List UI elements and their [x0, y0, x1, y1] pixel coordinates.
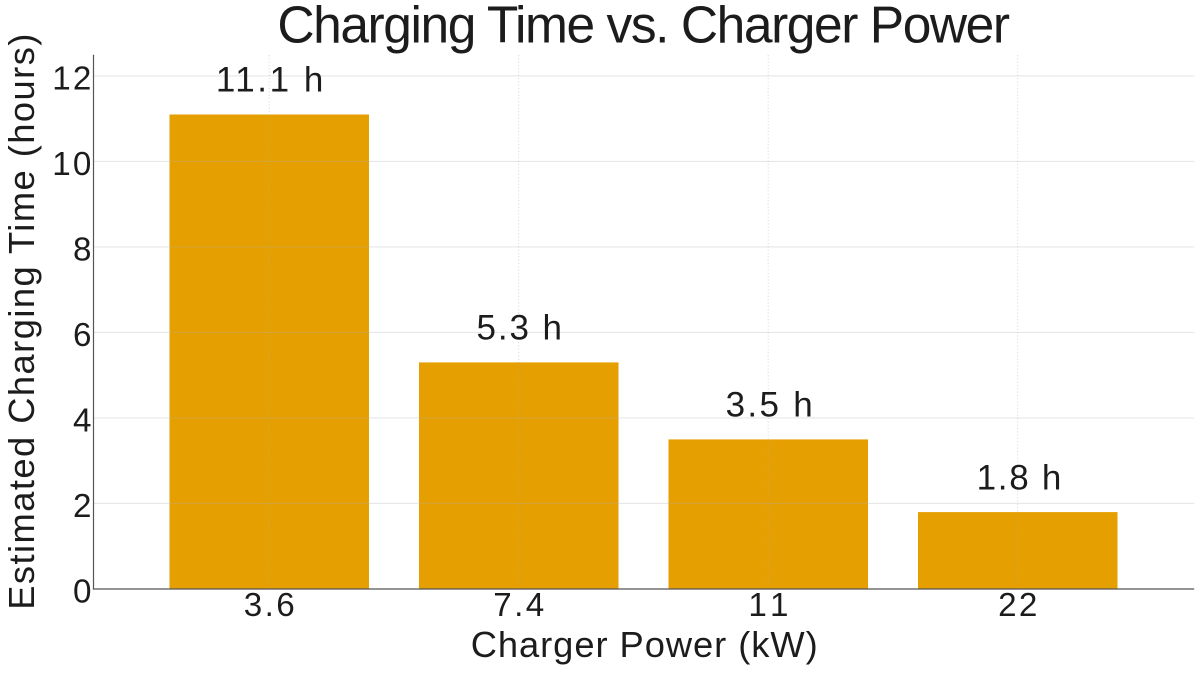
- svg-text:0: 0: [73, 573, 91, 610]
- svg-text:3.5 h: 3.5 h: [726, 386, 813, 425]
- svg-text:6: 6: [73, 317, 91, 354]
- svg-text:1.8 h: 1.8 h: [977, 458, 1062, 497]
- svg-text:Charging Time vs. Charger Powe: Charging Time vs. Charger Power: [277, 0, 1010, 54]
- svg-text:Charger Power (kW): Charger Power (kW): [471, 624, 818, 665]
- svg-text:5.3 h: 5.3 h: [476, 309, 562, 348]
- svg-text:8: 8: [73, 231, 91, 268]
- svg-text:3.6: 3.6: [244, 587, 295, 624]
- svg-text:2: 2: [73, 488, 91, 525]
- svg-text:Estimated Charging Time (hours: Estimated Charging Time (hours): [1, 34, 42, 610]
- svg-text:11.1 h: 11.1 h: [216, 61, 323, 100]
- svg-text:4: 4: [73, 402, 91, 439]
- svg-text:7.4: 7.4: [493, 587, 544, 624]
